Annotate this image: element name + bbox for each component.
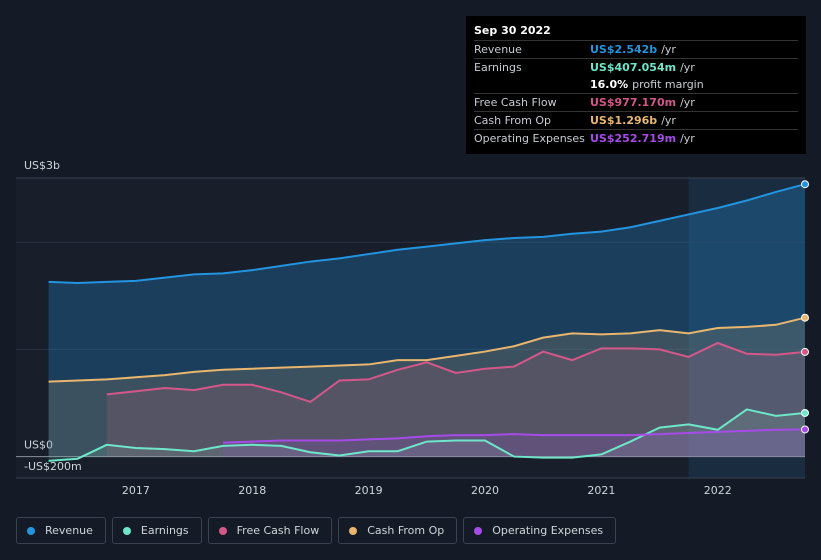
- tooltip-value: US$252.719m: [590, 132, 677, 145]
- tooltip-suffix: /yr: [661, 114, 676, 127]
- tooltip-suffix: /yr: [680, 61, 695, 74]
- tooltip-value: 16.0%: [590, 78, 629, 91]
- tooltip-row: 16.0% profit margin: [474, 76, 798, 93]
- tooltip-row: Earnings US$407.054m/yr: [474, 58, 798, 76]
- end-point: [801, 180, 809, 189]
- tooltip-row: Free Cash Flow US$977.170m/yr: [474, 93, 798, 111]
- legend-item[interactable]: Revenue: [16, 517, 106, 544]
- y-tick-label: US$0: [24, 439, 53, 452]
- tooltip-label: Cash From Op: [474, 114, 552, 127]
- x-tick-label: 2021: [587, 484, 615, 497]
- legend-dot: [122, 526, 131, 535]
- legend-item[interactable]: Free Cash Flow: [207, 517, 333, 544]
- legend-item[interactable]: Earnings: [111, 517, 202, 544]
- tooltip-row: Cash From Op US$1.296b/yr: [474, 111, 798, 129]
- legend-label: Operating Expenses: [492, 524, 604, 537]
- x-tick-label: 2019: [355, 484, 383, 497]
- tooltip-value: US$1.296b: [590, 114, 658, 127]
- tooltip-value: US$407.054m: [590, 61, 677, 74]
- tooltip-suffix: /yr: [661, 43, 676, 56]
- series-area: [48, 317, 806, 457]
- legend-dot: [218, 526, 227, 535]
- legend-dot: [474, 526, 483, 535]
- tooltip-value: US$2.542b: [590, 43, 658, 56]
- tooltip-row: Operating Expenses US$252.719m/yr: [474, 129, 798, 147]
- x-tick-label: 2017: [122, 484, 150, 497]
- legend-dot: [27, 526, 35, 535]
- legend-label: Free Cash Flow: [236, 524, 320, 537]
- legend-label: Revenue: [45, 524, 93, 537]
- tooltip-suffix: profit margin: [632, 78, 704, 91]
- y-axis-label: US$3b: [24, 159, 60, 172]
- tooltip-suffix: /yr: [680, 96, 695, 109]
- series-line: [48, 183, 806, 285]
- tooltip-label: Operating Expenses: [474, 132, 585, 145]
- end-point: [801, 408, 809, 417]
- series-line: [106, 341, 806, 404]
- legend-dot: [349, 526, 358, 535]
- tooltip-label: Free Cash Flow: [474, 96, 557, 109]
- end-point: [801, 313, 809, 322]
- tooltip-date: Sep 30 2022: [474, 24, 551, 37]
- x-tick-label: 2020: [471, 484, 499, 497]
- tooltip: Sep 30 2022 Revenue US$2.542b/yr Earnings U…: [466, 16, 806, 154]
- y-tick-label: -US$200m: [24, 460, 82, 473]
- legend-label: Cash From Op: [367, 524, 445, 537]
- series-line: [48, 408, 806, 462]
- legend: Revenue Earnings Free Cash Flow Cash From O…: [16, 517, 617, 544]
- tooltip-label: Earnings: [474, 61, 522, 74]
- legend-label: Earnings: [140, 524, 189, 537]
- series-line: [223, 428, 806, 444]
- plot-background: [16, 178, 805, 478]
- tooltip-row: Revenue US$2.542b/yr: [474, 40, 798, 58]
- series-area: [106, 343, 806, 457]
- end-point: [801, 347, 809, 356]
- x-tick-label: 2022: [704, 484, 732, 497]
- series-line: [48, 316, 806, 383]
- tooltip-value: US$977.170m: [590, 96, 677, 109]
- end-point: [801, 425, 809, 434]
- legend-item[interactable]: Operating Expenses: [463, 517, 617, 544]
- series-area: [48, 184, 806, 457]
- legend-item[interactable]: Cash From Op: [338, 517, 458, 544]
- x-tick-label: 2018: [238, 484, 266, 497]
- tooltip-suffix: /yr: [680, 132, 695, 145]
- series-area: [223, 429, 805, 457]
- tooltip-label: Revenue: [474, 43, 522, 56]
